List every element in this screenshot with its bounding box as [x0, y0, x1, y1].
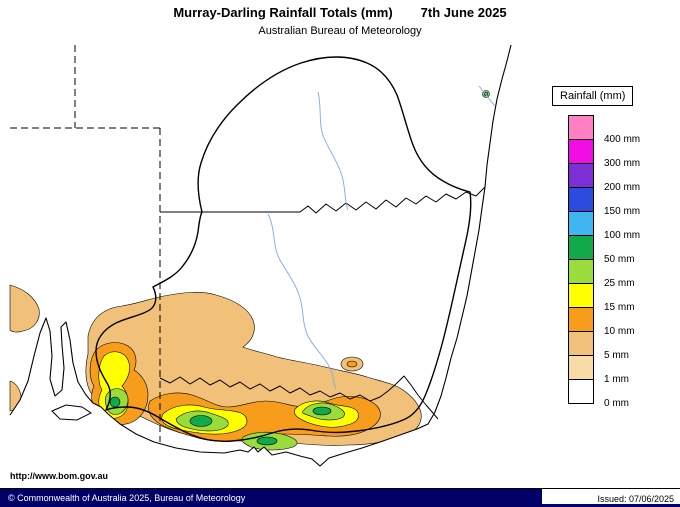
rain-core-50mm-west — [109, 396, 121, 408]
state-borders — [10, 45, 486, 442]
river-darling — [267, 213, 337, 390]
copyright-text: © Commonwealth of Australia 2025, Bureau… — [8, 493, 246, 503]
legend-band-label: 15 mm — [604, 302, 635, 313]
river-qld-tributary — [317, 91, 349, 211]
legend-swatch — [568, 163, 594, 188]
river-lines — [267, 85, 496, 390]
footer-bar: © Commonwealth of Australia 2025, Bureau… — [0, 488, 680, 507]
legend: Rainfall (mm) 400 mm 300 mm 200 mm 150 mm 10… — [552, 86, 678, 409]
legend-swatch — [568, 259, 594, 284]
legend-swatch — [568, 283, 594, 308]
river-coastal-northeast — [478, 85, 496, 107]
legend-swatch — [568, 355, 594, 380]
legend-band-label: 400 mm — [604, 134, 641, 145]
basin-boundary — [95, 56, 472, 442]
rainfall-shading — [9, 90, 490, 451]
legend-band-label: 5 mm — [604, 350, 629, 361]
issued-box: Issued: 07/06/2025 — [542, 489, 680, 504]
map-header: Murray-Darling Rainfall Totals (mm) 7th J… — [0, 5, 680, 37]
legend-swatch — [568, 307, 594, 332]
legend-swatch — [568, 379, 594, 404]
kangaroo-island — [51, 404, 92, 421]
legend-band-label: 1 mm — [604, 374, 629, 385]
legend-band-label: 300 mm — [604, 158, 641, 169]
coastline — [9, 44, 512, 467]
legend-swatch — [568, 235, 594, 260]
legend-band-label: 50 mm — [604, 254, 635, 265]
legend-band-label: 100 mm — [604, 230, 641, 241]
legend-swatch — [568, 139, 594, 164]
legend-swatch — [568, 331, 594, 356]
legend-band-label: 150 mm — [604, 206, 641, 217]
bureau-subtitle: Australian Bureau of Meteorology — [258, 25, 422, 37]
page-title: Murray-Darling Rainfall Totals (mm) 7th J… — [0, 5, 680, 20]
legend-band-label: 200 mm — [604, 182, 641, 193]
rain-area-1-5mm-west-edge-north — [9, 284, 40, 333]
legend-title: Rainfall (mm) — [552, 86, 634, 106]
border-nsw-vic-murray — [159, 375, 439, 420]
rain-spot-core — [346, 360, 358, 368]
map-title: Murray-Darling Rainfall Totals (mm) — [173, 5, 393, 20]
legend-swatch — [568, 187, 594, 212]
rain-core-50mm-central — [189, 415, 213, 427]
legend-band-label: 0 mm — [604, 398, 629, 409]
legend-band-label: 25 mm — [604, 278, 635, 289]
bom-url: http://www.bom.gov.au — [10, 471, 108, 481]
border-qld-nsw — [160, 186, 486, 214]
rain-core-50mm-coastal — [256, 436, 278, 446]
issued-date: Issued: 07/06/2025 — [597, 494, 674, 504]
rain-core-50mm-east — [312, 406, 332, 416]
map-date: 7th June 2025 — [420, 5, 507, 20]
legend-swatch — [568, 115, 594, 140]
legend-swatch — [568, 211, 594, 236]
legend-color-bar: 400 mm 300 mm 200 mm 150 mm 100 mm 50 mm 25 mm… — [568, 115, 678, 409]
legend-band-label: 10 mm — [604, 326, 635, 337]
sea — [10, 45, 545, 486]
